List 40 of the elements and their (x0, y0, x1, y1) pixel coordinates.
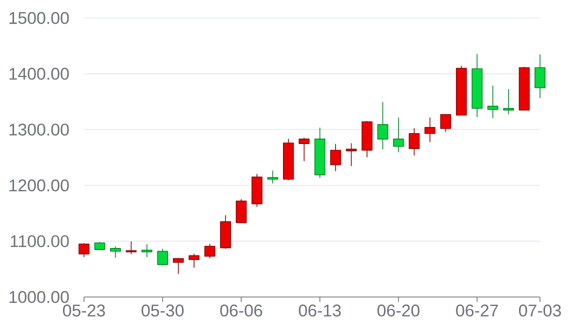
x-tick-label: 06-20 (377, 304, 420, 317)
candlestick (424, 117, 436, 142)
candlestick (393, 117, 404, 152)
x-tick-label: 07-03 (519, 304, 561, 317)
candlestick (518, 66, 530, 110)
candlestick (408, 128, 420, 156)
candlestick (78, 243, 90, 258)
candlestick (157, 248, 168, 266)
candlestick (267, 170, 278, 184)
candlestick (282, 138, 294, 180)
x-tick-label: 05-23 (63, 304, 105, 317)
candlestick (456, 66, 467, 116)
x-tick-label: 06-13 (298, 304, 341, 317)
candlestick (298, 138, 310, 162)
candlestick (377, 102, 388, 150)
x-tick-label: 06-27 (456, 304, 498, 317)
candlestick (503, 89, 514, 114)
candlestick (314, 128, 326, 178)
y-tick-label: 1500.00 (10, 12, 69, 24)
y-tick-label: 1200.00 (10, 179, 69, 192)
candlestick (220, 215, 231, 249)
candlestick (204, 244, 216, 258)
candlestick (472, 54, 483, 118)
candlestick (252, 174, 262, 207)
candlestick (110, 246, 121, 258)
candlestick (330, 144, 342, 172)
candlestick (236, 198, 247, 224)
x-tick-label: 05-30 (142, 304, 184, 317)
y-tick-label: 1000.00 (10, 291, 69, 303)
candlestick (440, 114, 452, 132)
x-tick-label: 06-06 (220, 304, 262, 317)
candlestick (188, 254, 200, 268)
candlestick (362, 120, 372, 158)
candlestick (172, 258, 184, 274)
candlestick (94, 242, 106, 250)
y-tick-label: 1400.00 (10, 68, 69, 80)
candlestick (534, 54, 546, 98)
y-tick-label: 1100.00 (10, 235, 69, 248)
candlestick (141, 244, 152, 258)
y-tick-label: 1300.00 (10, 124, 69, 136)
